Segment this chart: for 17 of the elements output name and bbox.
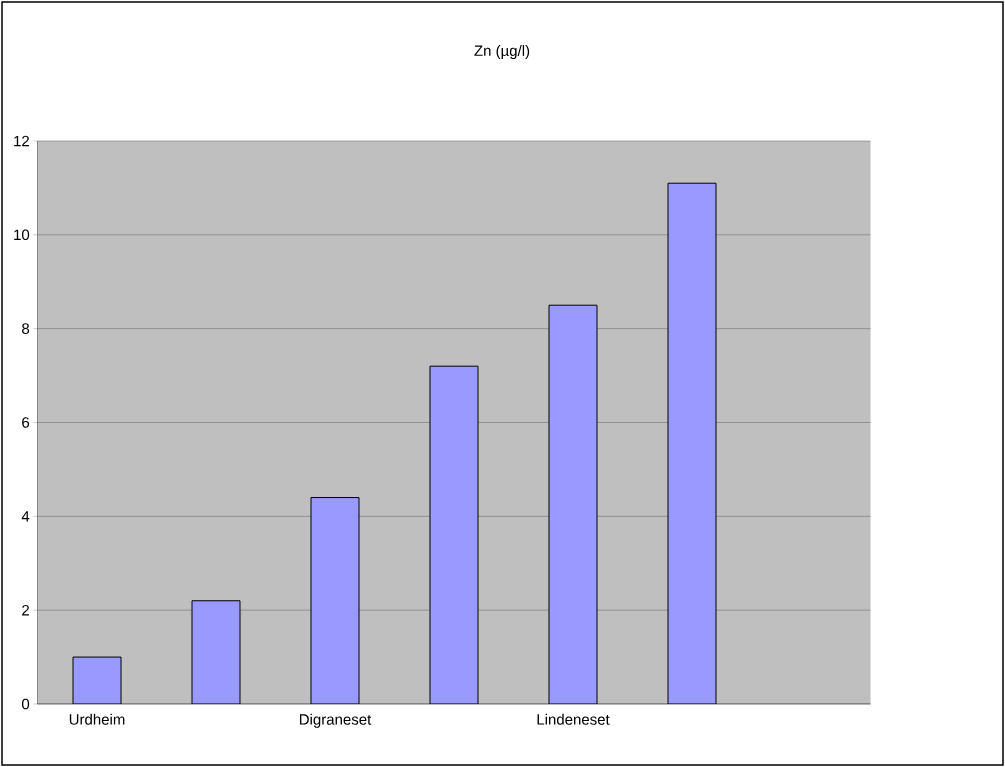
bar	[191, 600, 241, 704]
y-tick-label: 8	[22, 323, 30, 334]
y-tick-label: 10	[14, 229, 30, 241]
x-tick-label: Urdheim	[69, 713, 125, 725]
y-tick-label: 6	[22, 417, 30, 428]
y-tick-label: 12	[14, 135, 29, 147]
x-tick-label: Digraneset	[299, 713, 372, 728]
y-tick-label: 0	[21, 698, 30, 710]
bar	[667, 182, 717, 704]
bar	[548, 304, 598, 704]
y-tick-label: 4	[21, 511, 30, 522]
bar	[72, 656, 122, 704]
chart-title: Zn (µg/l)	[474, 44, 530, 59]
bar	[429, 365, 479, 704]
bar	[310, 497, 360, 704]
y-tick-label: 2	[22, 604, 29, 616]
x-tick-label: Lindeneset	[537, 713, 610, 725]
